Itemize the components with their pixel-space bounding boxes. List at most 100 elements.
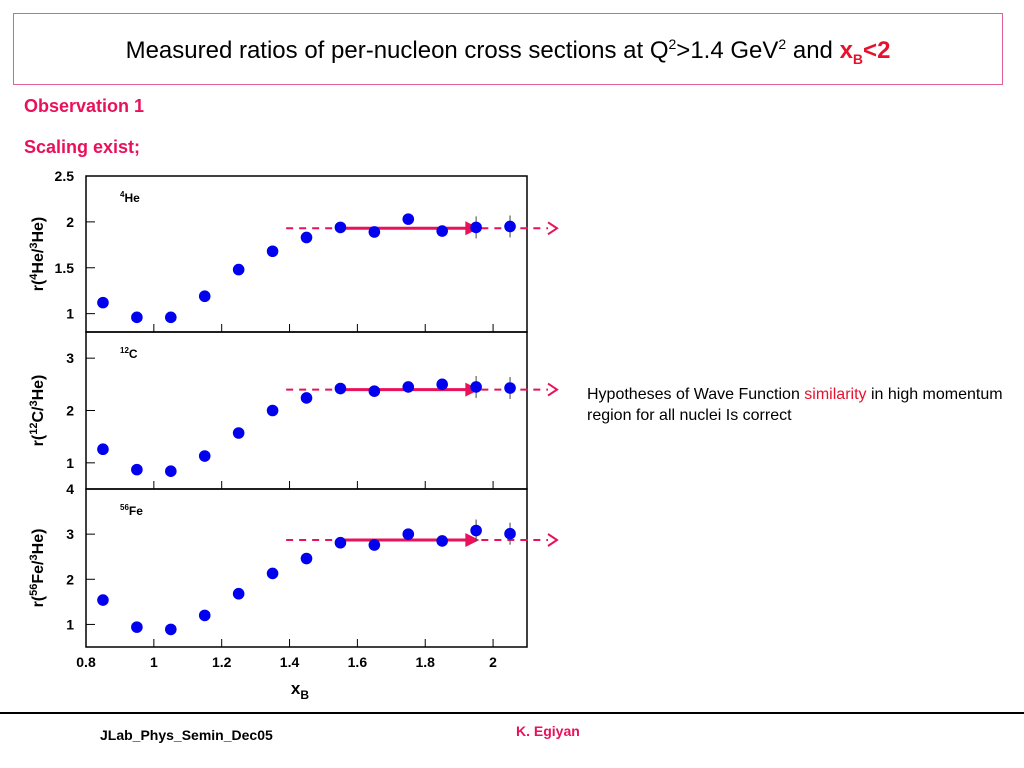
ylabel-mid-0: He/ [30, 248, 47, 273]
data-point-1-12 [504, 382, 516, 394]
plateau-arrowhead-2 [465, 533, 480, 548]
title-xb-x: x [839, 37, 853, 64]
data-point-0-5 [266, 245, 279, 258]
xtick-label-3: 1.4 [280, 654, 300, 670]
observation-label: Observation 1 [24, 96, 145, 116]
data-point-2-12 [504, 527, 516, 540]
data-point-1-11 [470, 381, 482, 393]
title-and: and [786, 37, 840, 64]
panel-label-sup-2: 56 [120, 503, 129, 512]
hypothesis-post: in high momentum region for all nuclei I… [587, 386, 1003, 424]
xaxis-label-x: x [291, 679, 301, 698]
xtick-label-2: 1.2 [212, 654, 232, 670]
xaxis-label: xB [291, 679, 309, 702]
data-point-0-0 [97, 296, 109, 309]
ytick-label-0-1: 1.5 [55, 260, 75, 276]
panel-label-name-0: He [124, 191, 140, 205]
ytick-label-0-3: 2.5 [55, 168, 75, 184]
data-point-0-11 [470, 221, 482, 234]
ylabel-mid-2: Fe/ [30, 560, 47, 584]
data-point-2-6 [300, 552, 313, 565]
xtick-label-4: 1.6 [348, 654, 368, 670]
title-sup-2: 2 [778, 36, 787, 52]
panel-label-sup-1: 12 [120, 346, 129, 355]
footer-author: K. Egiyan [516, 723, 580, 739]
data-point-0-6 [300, 231, 313, 244]
dashed-arrowhead-1 [547, 382, 559, 397]
panel-frame-1 [85, 331, 528, 490]
data-point-2-1 [131, 621, 143, 633]
panel-frame-0 [85, 175, 528, 333]
scaling-label: Scaling exist; [24, 137, 141, 157]
ylabel-sup1-1: 12 [28, 423, 40, 435]
ylabel-sup2-2: 3 [28, 554, 40, 560]
panel-label-name-2: Fe [129, 504, 143, 518]
panel-label-sup-0: 4 [120, 190, 125, 199]
ytick-label-2-3: 4 [66, 481, 74, 497]
hypothesis-text: Hypotheses of Wave Function similarity i… [587, 384, 1012, 426]
ylabel-open-1: r( [30, 434, 47, 446]
hypothesis-highlight: similarity [804, 386, 867, 403]
data-point-0-8 [368, 226, 381, 238]
data-point-0-4 [232, 263, 245, 276]
data-point-1-3 [198, 450, 211, 462]
data-point-1-7 [334, 382, 347, 395]
data-point-0-9 [402, 213, 415, 225]
data-point-2-5 [266, 567, 279, 580]
title-frame: Measured ratios of per-nucleon cross sec… [13, 13, 1003, 85]
panel-label-0: 4He [120, 190, 140, 205]
footer-divider [0, 712, 1024, 714]
ytick-label-2-2: 3 [66, 526, 74, 542]
ytick-label-1-0: 1 [66, 455, 74, 471]
data-point-2-8 [368, 539, 381, 551]
data-point-1-9 [402, 381, 415, 393]
dashed-arrowhead-2 [547, 533, 559, 547]
panel-label-name-1: C [129, 347, 138, 361]
ylabel-mid-1: C/ [30, 406, 47, 423]
ytick-label-0-0: 1 [66, 306, 74, 322]
data-point-2-9 [402, 528, 415, 540]
data-point-1-2 [165, 465, 177, 478]
data-point-2-0 [97, 594, 109, 606]
ylabel-sup2-1: 3 [28, 400, 40, 406]
data-point-1-8 [368, 385, 381, 397]
panel-frame-2 [85, 488, 528, 648]
title-mid: >1.4 GeV [676, 37, 779, 64]
xtick-label-6: 2 [489, 654, 497, 670]
data-point-1-10 [436, 378, 448, 391]
ylabel-1: r(12C/3He) [28, 375, 47, 447]
ytick-label-1-2: 3 [66, 350, 74, 366]
data-point-0-2 [165, 311, 177, 324]
ytick-label-2-0: 1 [66, 616, 74, 632]
ylabel-0: r(4He/3He) [28, 217, 47, 292]
ylabel-sup1-0: 4 [28, 273, 40, 280]
footer-session: JLab_Phys_Semin_Dec05 [100, 727, 273, 743]
xtick-label-0: 0.8 [76, 654, 96, 670]
data-point-2-11 [470, 524, 482, 537]
data-point-0-10 [436, 225, 448, 237]
data-point-1-0 [97, 443, 109, 456]
ylabel-close-2: He) [30, 529, 47, 555]
hypothesis-pre: Hypotheses of Wave Function [587, 386, 805, 403]
data-point-1-5 [266, 404, 279, 417]
data-point-1-4 [232, 427, 245, 439]
title-main: Measured ratios of per-nucleon cross sec… [125, 37, 669, 64]
slide-title: Measured ratios of per-nucleon cross sec… [14, 36, 1002, 67]
title-xb-sub: B [852, 50, 864, 67]
data-point-0-7 [334, 221, 347, 234]
data-point-2-10 [436, 535, 448, 547]
xaxis-label-sub: B [300, 688, 309, 702]
xtick-label-5: 1.8 [415, 654, 435, 670]
ytick-label-2-1: 2 [66, 571, 74, 587]
title-xb-rest: <2 [863, 37, 891, 64]
data-point-2-4 [232, 587, 245, 600]
ylabel-2: r(56Fe/3He) [28, 529, 47, 608]
data-point-0-3 [198, 290, 211, 303]
data-point-0-12 [504, 220, 516, 233]
ylabel-open-2: r( [30, 595, 47, 607]
data-point-1-1 [131, 463, 143, 476]
ylabel-sup2-0: 3 [28, 243, 40, 249]
ytick-label-0-2: 2 [66, 214, 74, 230]
data-point-2-3 [198, 609, 211, 622]
